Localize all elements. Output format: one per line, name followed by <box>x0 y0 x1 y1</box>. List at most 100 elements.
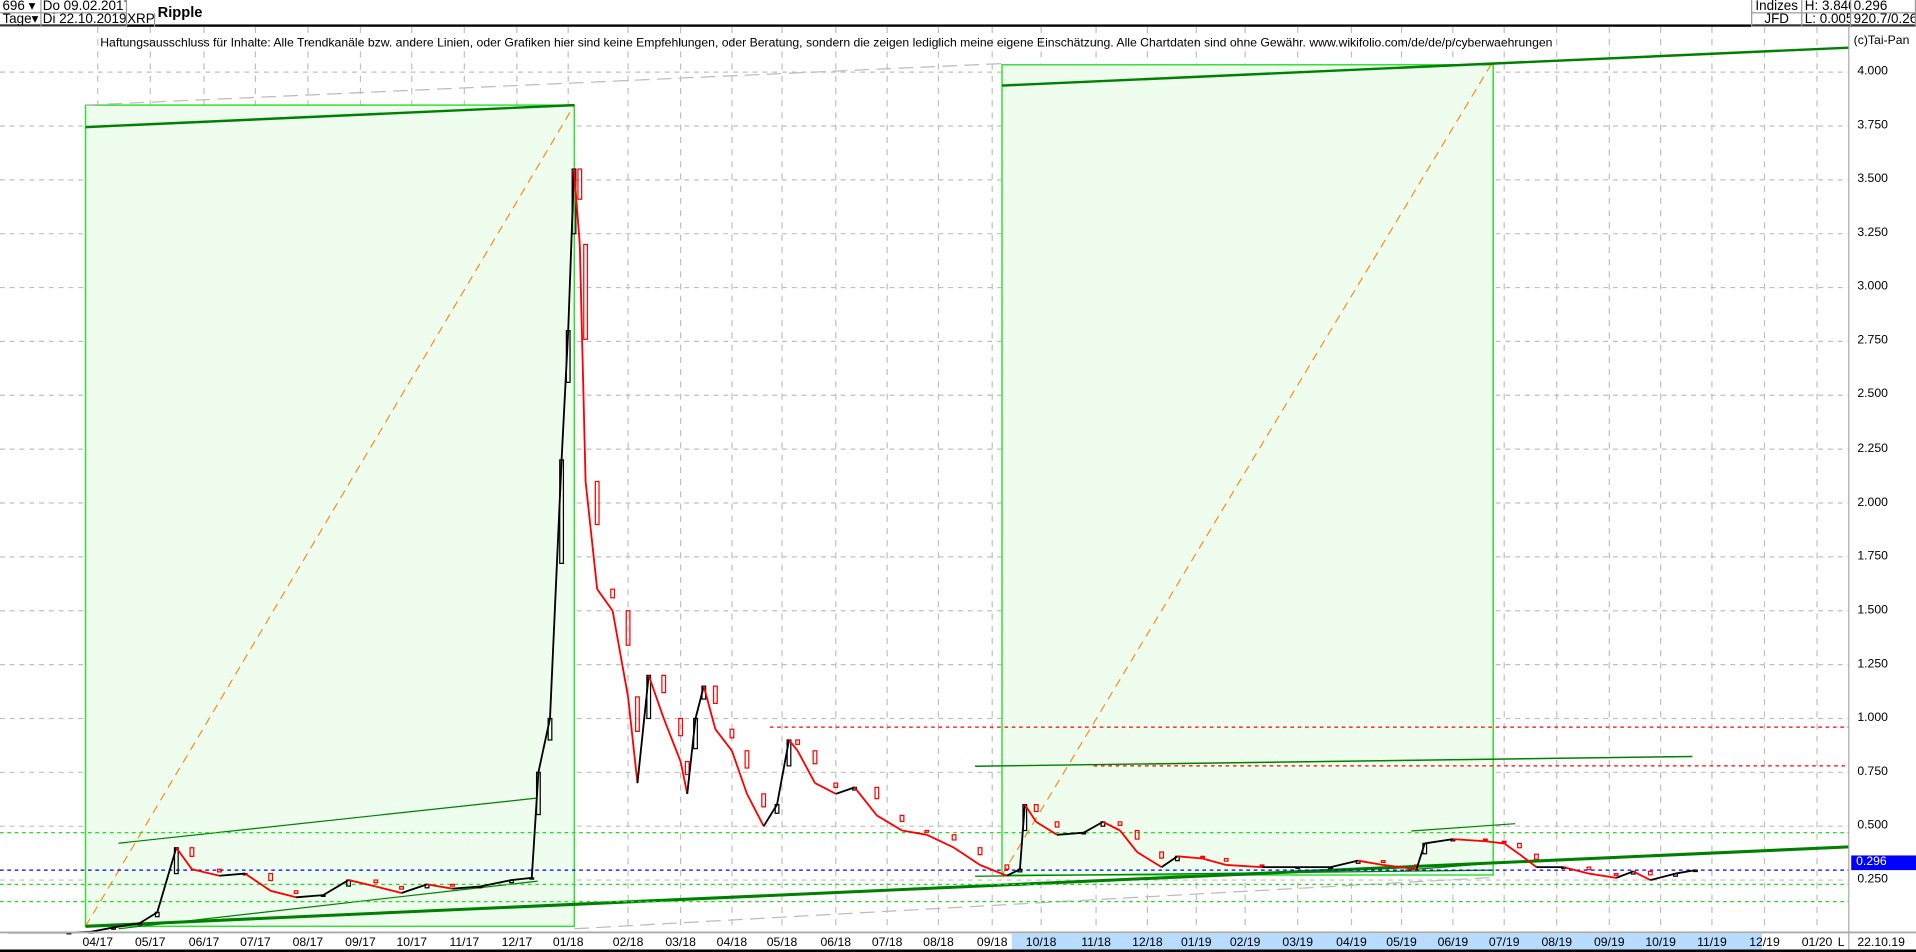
y-tick-label: 1.500 <box>1857 603 1888 617</box>
price-candle <box>1200 855 1206 859</box>
x-tick-label: 10/18 <box>1025 936 1057 950</box>
price-segment <box>731 750 748 795</box>
price-segment <box>375 885 402 894</box>
price-segment <box>511 876 532 881</box>
price-segment <box>662 718 682 762</box>
price-candle <box>1259 864 1265 867</box>
price-segment <box>1485 840 1505 845</box>
trend-line <box>975 755 1693 767</box>
price-segment <box>1226 864 1263 869</box>
x-tick-label: 01/19 <box>1180 936 1212 950</box>
y-tick-label: 4.000 <box>1857 64 1888 79</box>
x-tick-label: 03/18 <box>665 936 696 950</box>
price-segment <box>1056 831 1084 836</box>
y-tick-label: 2.750 <box>1857 334 1888 348</box>
disclaimer: Haftungsausschluss für Inhalte: Alle Tre… <box>100 36 1553 51</box>
price-candle <box>774 804 780 814</box>
price-candle <box>154 911 160 918</box>
price-segment <box>926 833 955 849</box>
x-tick-label: 08/18 <box>923 936 954 950</box>
trend-line <box>1405 860 1516 871</box>
price-candle <box>1159 851 1165 859</box>
projection-diagonal <box>1001 60 1494 876</box>
price-segment <box>1018 804 1026 870</box>
price-segment <box>1202 857 1227 866</box>
price-candle <box>293 890 299 895</box>
price-candle <box>744 750 750 769</box>
price-candle <box>795 739 801 745</box>
price-segment <box>1119 829 1138 853</box>
price-candle <box>137 922 143 926</box>
price-candle <box>217 868 222 873</box>
x-tick-label: 04/19 <box>1336 936 1367 950</box>
source-bottom: JFD <box>1751 13 1803 27</box>
y-tick-label: 1.750 <box>1857 549 1888 563</box>
bars-count-select[interactable]: 696 ▾ <box>0 0 42 14</box>
period: Tage <box>2 13 32 27</box>
price-candle <box>1117 821 1123 826</box>
price-candle <box>951 834 957 841</box>
x-tick-label: 06/19 <box>1437 936 1469 950</box>
trend-line <box>1411 823 1516 832</box>
price-candle <box>1586 866 1592 871</box>
end-date[interactable]: Di 22.10.2019 <box>41 13 128 27</box>
x-tick-label: 07/18 <box>871 936 903 950</box>
price-candle <box>977 847 983 856</box>
start-date[interactable]: Do 09.02.2017 <box>41 0 128 14</box>
price-candle <box>729 728 735 739</box>
price-segment <box>139 911 158 924</box>
price-candle <box>1054 821 1060 828</box>
price-candle <box>594 480 600 526</box>
symbol: XRP <box>127 13 156 27</box>
trend-line <box>1001 46 1849 87</box>
price-segment <box>901 829 928 836</box>
bars-count: 696 <box>2 0 25 14</box>
price-segment <box>796 750 816 784</box>
price-segment <box>401 883 428 894</box>
source-top: Indizes <box>1751 0 1803 14</box>
price-segment <box>219 872 246 877</box>
x-tick-label: 05/17 <box>135 936 166 950</box>
x-tick-label: 09/17 <box>345 936 376 950</box>
price-segment <box>426 883 453 890</box>
price-candle <box>1613 872 1619 876</box>
x-tick-label: 05/18 <box>766 936 798 950</box>
price-segment <box>295 894 324 899</box>
dropdown-arrow-icon: ▾ <box>31 13 39 27</box>
y-tick-label: 2.250 <box>1857 441 1888 456</box>
price-candle <box>1004 864 1010 870</box>
period-select[interactable]: Tage▾ <box>0 13 42 27</box>
price-segment <box>348 879 377 888</box>
x-tick-label: 06/18 <box>820 936 852 950</box>
price-candle <box>1692 869 1698 873</box>
price-candle <box>450 883 455 887</box>
scale-mode[interactable]: L <box>1837 936 1845 950</box>
price-segment <box>953 846 981 866</box>
x-tick-label: 03/19 <box>1282 936 1313 950</box>
price-candle <box>583 243 589 340</box>
price-segment <box>788 739 799 752</box>
x-tick-label: 10/19 <box>1645 936 1676 950</box>
price-candle <box>1134 829 1140 840</box>
y-tick-label: 3.500 <box>1857 172 1888 186</box>
price-candle <box>812 750 818 765</box>
price-segment <box>1330 859 1359 869</box>
price-candle <box>610 588 616 599</box>
price-segment <box>1035 821 1058 836</box>
price-segment <box>702 685 717 730</box>
projection-diagonal <box>85 104 575 927</box>
dropdown-arrow-icon: ▾ <box>28 0 36 14</box>
x-tick-label: 05/19 <box>1386 936 1417 950</box>
extra-value: 920.7/0.26 <box>1851 13 1916 27</box>
price-segment <box>175 847 193 870</box>
low-value: L: 0.005 <box>1802 13 1852 27</box>
trend-line <box>118 797 538 844</box>
price-segment <box>191 868 220 877</box>
price-candle <box>189 847 195 857</box>
price-candle <box>268 872 274 882</box>
price-segment <box>611 610 629 698</box>
price-segment <box>679 761 689 795</box>
price-segment <box>567 169 575 331</box>
price-segment <box>156 847 178 913</box>
